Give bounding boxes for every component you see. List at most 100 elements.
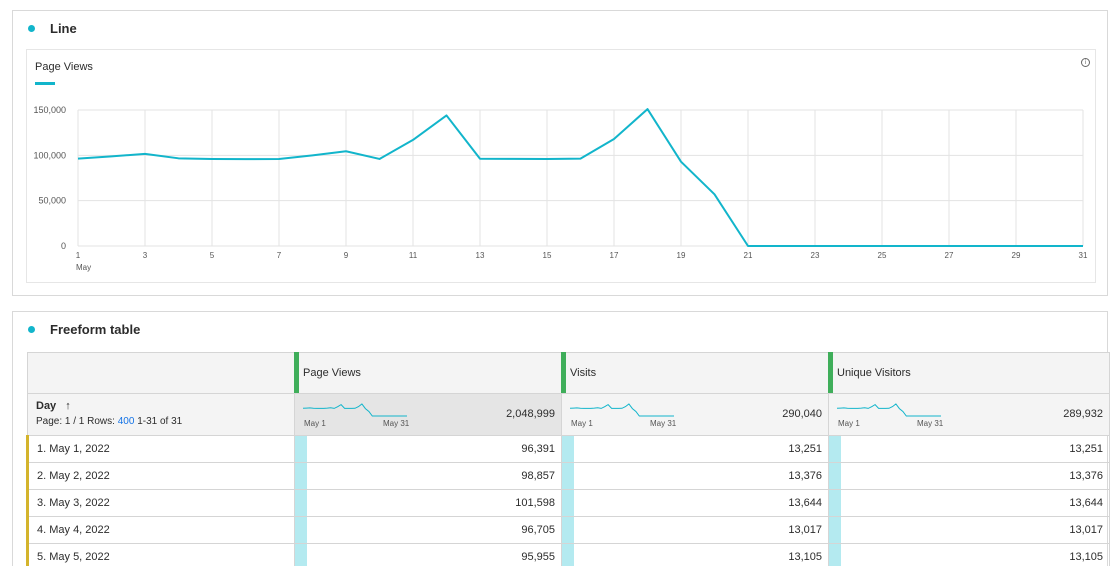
sparkline-start-label: May 1 <box>571 419 593 428</box>
summary-cell-unique-visitors: May 1 May 31 289,932 <box>828 393 1110 436</box>
sparkline <box>837 403 941 417</box>
line-panel-title: Line <box>50 21 77 36</box>
cell-value: 98,857 <box>521 470 555 482</box>
row-label[interactable]: 1. May 1, 2022 <box>26 435 295 463</box>
page-text: Page: 1 / 1 Rows: <box>36 416 115 427</box>
sparkline <box>570 403 674 417</box>
cell-visits: 13,376 <box>561 462 829 490</box>
table-row[interactable]: 3. May 3, 2022 101,598 13,644 13,644 <box>26 489 1110 517</box>
series-line-page-views <box>77 108 1083 247</box>
dimension-title[interactable]: Day ↑ <box>36 400 71 412</box>
column-header-row: Page Views Visits Unique Visitors <box>27 352 1110 394</box>
column-drag-handle[interactable] <box>561 352 566 393</box>
cell-value: 13,644 <box>1069 497 1103 509</box>
cell-value: 13,376 <box>788 470 822 482</box>
y-tick-label: 150,000 <box>33 105 66 115</box>
panel-dot-icon <box>28 326 35 333</box>
line-panel-header[interactable]: Line <box>28 21 77 36</box>
x-tick-label: 3 <box>143 251 148 260</box>
cell-unique-visitors: 13,376 <box>828 462 1110 490</box>
x-tick-label: 15 <box>543 251 552 260</box>
column-header-page-views[interactable]: Page Views <box>294 352 562 394</box>
sparkline-start-label: May 1 <box>838 419 860 428</box>
column-header-unique-visitors[interactable]: Unique Visitors <box>828 352 1110 394</box>
cell-visits: 13,251 <box>561 435 829 463</box>
summary-row: Day ↑ Page: 1 / 1 Rows: 400 1-31 of 31 Ma… <box>27 393 1110 436</box>
cell-unique-visitors: 13,105 <box>828 543 1110 566</box>
column-total: 2,048,999 <box>506 408 555 420</box>
value-bar <box>295 517 307 543</box>
cell-value: 96,705 <box>521 524 555 536</box>
table-row[interactable]: 5. May 5, 2022 95,955 13,105 13,105 <box>26 543 1110 566</box>
cell-page-views: 96,705 <box>294 516 562 544</box>
cell-unique-visitors: 13,644 <box>828 489 1110 517</box>
sparkline-end-label: May 31 <box>917 419 944 428</box>
column-header-visits[interactable]: Visits <box>561 352 829 394</box>
panel-dot-icon <box>28 25 35 32</box>
y-tick-label: 100,000 <box>33 150 66 160</box>
value-bar <box>829 436 841 462</box>
sparkline-path <box>303 403 407 417</box>
freeform-table-panel: Freeform table Page Views Visits Unique … <box>12 311 1110 566</box>
sort-ascending-icon[interactable]: ↑ <box>65 400 71 412</box>
row-label[interactable]: 5. May 5, 2022 <box>26 543 295 566</box>
row-label[interactable]: 3. May 3, 2022 <box>26 489 295 517</box>
table-row[interactable]: 2. May 2, 2022 98,857 13,376 13,376 <box>26 462 1110 490</box>
cell-page-views: 95,955 <box>294 543 562 566</box>
cell-value: 13,251 <box>788 443 822 455</box>
column-total: 290,040 <box>782 408 822 420</box>
cell-value: 96,391 <box>521 443 555 455</box>
freeform-table: Page Views Visits Unique Visitors Day ↑ P… <box>26 352 1110 566</box>
info-icon[interactable]: i <box>1081 58 1090 67</box>
x-tick-label: 29 <box>1012 251 1021 260</box>
sparkline-path <box>837 403 941 417</box>
cell-unique-visitors: 13,017 <box>828 516 1110 544</box>
cell-value: 13,251 <box>1069 443 1103 455</box>
value-bar <box>829 544 841 566</box>
table-row[interactable]: 4. May 4, 2022 96,705 13,017 13,017 <box>26 516 1110 544</box>
value-bar <box>562 463 574 489</box>
x-tick-label: 7 <box>277 251 282 260</box>
legend-swatch <box>35 82 55 85</box>
value-bar <box>829 490 841 516</box>
cell-unique-visitors: 13,251 <box>828 435 1110 463</box>
value-bar <box>562 490 574 516</box>
cell-visits: 13,017 <box>561 516 829 544</box>
column-drag-handle[interactable] <box>294 352 299 393</box>
cell-value: 13,376 <box>1069 470 1103 482</box>
x-tick-label: 11 <box>409 251 418 260</box>
x-tick-label: 19 <box>677 251 686 260</box>
summary-cell-visits: May 1 May 31 290,040 <box>561 393 829 436</box>
cell-value: 13,105 <box>788 551 822 563</box>
y-tick-label: 0 <box>61 241 66 251</box>
legend-label[interactable]: Page Views <box>35 61 93 73</box>
x-tick-label: 5 <box>210 251 215 260</box>
value-bar <box>295 490 307 516</box>
column-header-label: Unique Visitors <box>837 367 911 379</box>
value-bar <box>295 544 307 566</box>
row-label[interactable]: 2. May 2, 2022 <box>26 462 295 490</box>
summary-cell-page-views: May 1 May 31 2,048,999 <box>294 393 562 436</box>
sparkline-start-label: May 1 <box>304 419 326 428</box>
sparkline-end-label: May 31 <box>383 419 410 428</box>
table-panel-header[interactable]: Freeform table <box>28 322 140 337</box>
table-row[interactable]: 1. May 1, 2022 96,391 13,251 13,251 <box>26 435 1110 463</box>
x-tick-label: 27 <box>945 251 954 260</box>
x-tick-label: 31 <box>1079 251 1088 260</box>
value-bar <box>295 436 307 462</box>
line-panel: Line 0 50,000 100,000 150,000 1 3 5 7 9 11 13 15 17 1… <box>12 10 1108 296</box>
cell-visits: 13,105 <box>561 543 829 566</box>
row-label[interactable]: 4. May 4, 2022 <box>26 516 295 544</box>
dimension-header[interactable]: Day ↑ Page: 1 / 1 Rows: 400 1-31 of 31 <box>27 393 295 436</box>
column-drag-handle[interactable] <box>828 352 833 393</box>
value-bar <box>829 517 841 543</box>
dimension-name: Day <box>36 400 57 412</box>
column-header-label: Visits <box>570 367 597 379</box>
x-sub-label: May <box>76 263 91 272</box>
cell-page-views: 96,391 <box>294 435 562 463</box>
y-tick-label: 50,000 <box>38 196 66 206</box>
rows-per-page-selector[interactable]: 400 <box>117 416 135 427</box>
x-tick-label: 23 <box>811 251 820 260</box>
x-tick-label: 13 <box>476 251 485 260</box>
